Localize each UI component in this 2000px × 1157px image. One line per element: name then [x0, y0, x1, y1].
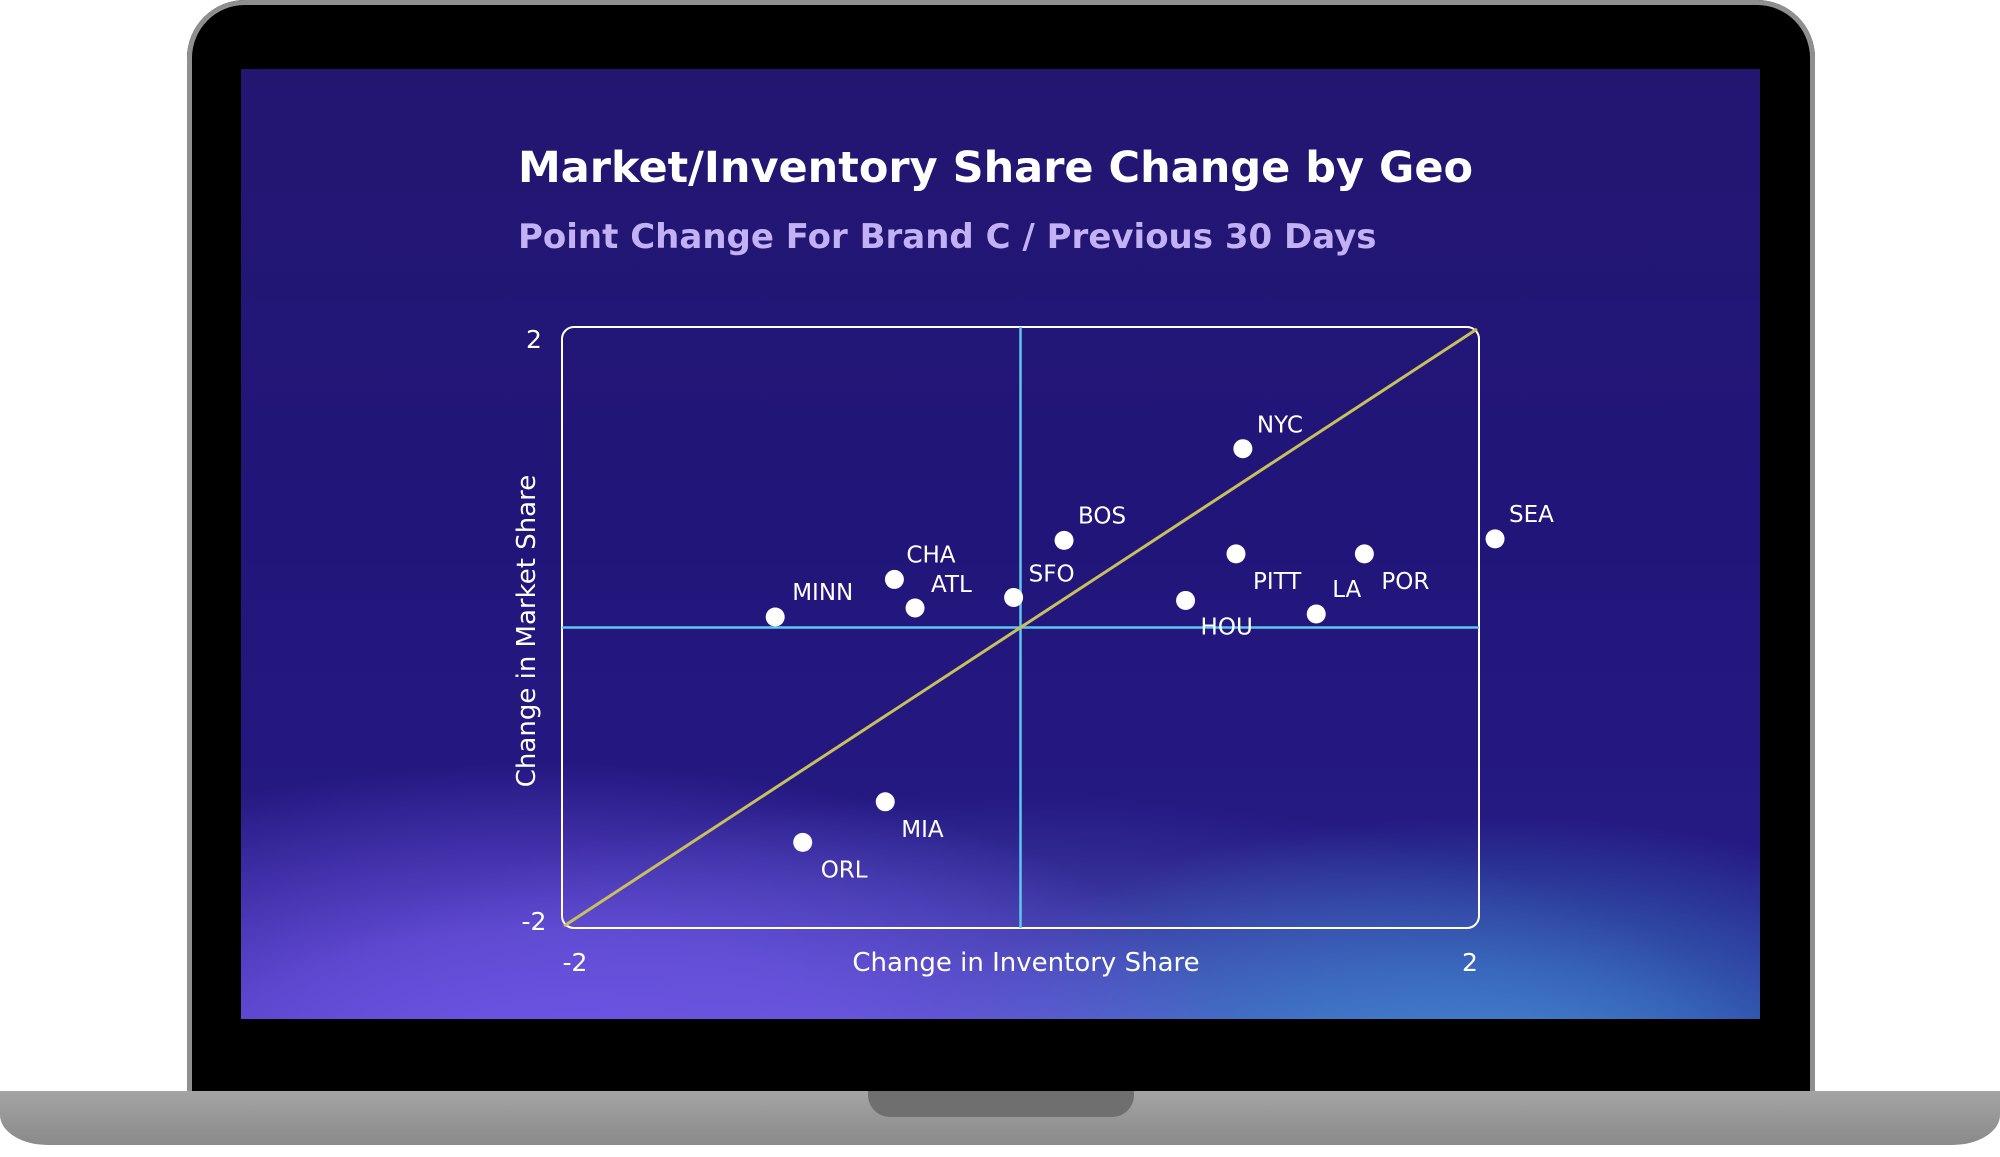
x-tick-label-max: 2: [1462, 948, 1478, 977]
data-point-pitt: [1226, 544, 1246, 564]
laptop-screen: Market/Inventory Share Change by Geo Poi…: [241, 69, 1760, 1019]
point-label-mia: MIA: [901, 817, 944, 843]
data-point-atl: [905, 598, 925, 618]
data-point-la: [1306, 604, 1326, 624]
point-label-sea: SEA: [1509, 502, 1554, 528]
y-tick-label-max: 2: [526, 325, 542, 354]
data-point-minn: [765, 607, 785, 627]
point-label-hou: HOU: [1201, 614, 1253, 640]
point-label-bos: BOS: [1078, 503, 1126, 529]
data-point-cha: [884, 569, 904, 589]
data-point-bos: [1054, 530, 1074, 550]
y-axis-label: Change in Market Share: [512, 475, 542, 787]
data-point-sfo: [1004, 587, 1024, 607]
data-point-nyc: [1233, 439, 1253, 459]
y-tick-label-min: -2: [522, 907, 547, 936]
point-label-minn: MINN: [792, 580, 853, 606]
diagonal-reference-line: [563, 327, 1478, 928]
data-point-orl: [793, 832, 813, 852]
scatter-chart: NYC BOS SEA CHA PITT POR SFO ATL MINN HOU LA MIA ORL…: [512, 325, 1554, 978]
point-label-sfo: SFO: [1029, 561, 1075, 587]
chart-subtitle: Point Change For Brand C / Previous 30 D…: [518, 217, 1377, 257]
point-label-cha: CHA: [906, 542, 955, 568]
point-label-por: POR: [1381, 569, 1429, 595]
point-label-la: LA: [1332, 577, 1361, 603]
chart-title: Market/Inventory Share Change by Geo: [518, 143, 1474, 193]
data-point-por: [1354, 544, 1374, 564]
laptop-notch: [868, 1091, 1134, 1117]
x-tick-label-min: -2: [563, 948, 588, 977]
data-point-sea: [1485, 529, 1505, 549]
x-axis-label: Change in Inventory Share: [852, 948, 1199, 978]
data-points: NYC BOS SEA CHA PITT POR SFO ATL MINN HOU LA MIA ORL: [765, 413, 1554, 883]
point-label-pitt: PITT: [1253, 569, 1302, 595]
data-point-hou: [1176, 590, 1196, 610]
point-label-orl: ORL: [821, 857, 868, 883]
point-label-nyc: NYC: [1257, 413, 1303, 439]
point-label-atl: ATL: [931, 572, 972, 598]
data-point-mia: [875, 792, 895, 812]
